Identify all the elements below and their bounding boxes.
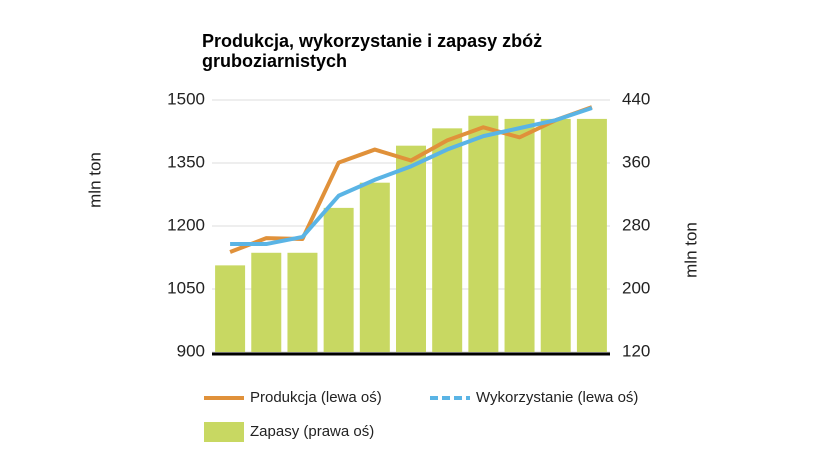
bar bbox=[287, 252, 318, 352]
legend-label: Zapasy (prawa oś) bbox=[250, 423, 374, 440]
y-axis-label: mln ton bbox=[85, 152, 104, 208]
bar bbox=[396, 145, 426, 352]
y2-tick-label: 440 bbox=[622, 89, 650, 108]
y2-tick-label: 120 bbox=[622, 341, 650, 360]
bar bbox=[359, 182, 390, 352]
chart-title: Produkcja, wykorzystanie i zapasy zbóż g… bbox=[202, 31, 543, 71]
y2-tick-label: 200 bbox=[622, 278, 650, 297]
line bbox=[230, 106, 593, 247]
bar bbox=[468, 115, 499, 352]
bar bbox=[576, 118, 607, 353]
bar bbox=[504, 118, 535, 353]
legend-label: Wykorzystanie (lewa oś) bbox=[476, 389, 638, 406]
legend: Produkcja (lewa oś) Wykorzystanie (lewa o… bbox=[204, 389, 638, 442]
y-tick-label: 1350 bbox=[167, 152, 205, 171]
bar bbox=[251, 252, 282, 352]
y-tick-label: 1500 bbox=[167, 89, 205, 108]
bar bbox=[215, 265, 246, 352]
y2-tick-label: 360 bbox=[622, 152, 650, 171]
y-tick-label: 900 bbox=[177, 341, 205, 360]
bar bbox=[323, 207, 354, 352]
y2-tick-label: 280 bbox=[622, 215, 650, 234]
legend-label: Produkcja (lewa oś) bbox=[250, 389, 382, 406]
bar bbox=[540, 118, 571, 353]
y-tick-label: 1200 bbox=[167, 215, 205, 234]
y-tick-label: 1050 bbox=[167, 278, 205, 297]
y2-axis-label: mln ton bbox=[681, 222, 700, 278]
legend-swatch bbox=[204, 422, 244, 442]
bar bbox=[432, 128, 463, 352]
